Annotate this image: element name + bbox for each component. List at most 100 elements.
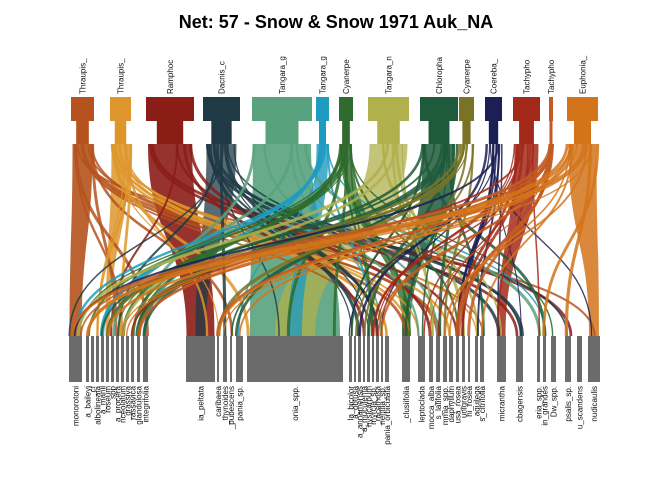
lower-species-bar [111,336,114,382]
lower-species-bar [577,336,582,382]
lower-species-label: monorotoni [72,386,81,426]
lower-level-bars [69,336,600,382]
lower-species-label: _pubescens [227,386,236,430]
higher-species-label: Dacnis_c [218,61,227,94]
species-labels: Thraupis_ Thraupis_ Ramphoc Dacnis_c Tangara… [72,55,600,445]
interaction-link [138,143,555,337]
lower-species-label: leptoclada [418,385,427,422]
lower-species-bar [537,336,540,382]
lower-species-label: ia_peltata [197,385,206,420]
interaction-link [222,143,593,337]
higher-species-label: Tangara_g [319,56,328,94]
interaction-link [86,143,585,337]
higher-species-label: Chloropha [435,57,444,94]
lower-species-bar [354,336,356,382]
lower-species-label: la_bicolor [347,386,356,421]
lower-species-label: s_latifolia [434,385,443,419]
lower-species-bar [96,336,99,382]
lower-species-label: roseum [104,386,113,413]
lower-species-bar [418,336,425,382]
lower-species-label: integrifolia [142,385,151,422]
lower-species-label: _cf [89,385,98,397]
lower-species-bar [429,336,433,382]
lower-species-bar [402,336,410,382]
lower-species-label: _aquilega [473,385,482,421]
lower-species-bar [358,336,361,382]
lower-species-label: albolineata [94,385,103,424]
lower-species-bar [223,336,227,382]
lower-species-label: a_annamensis [356,386,365,438]
lower-species-label: hi_rosea [465,385,474,416]
lower-species-bar [143,336,148,382]
lower-species-label: _racemosa [374,385,383,426]
interaction-link [217,143,572,337]
higher-species-label: Tachypho [547,59,556,94]
lower-species-label: in_grandes [541,386,550,426]
lower-species-bar [588,336,600,382]
lower-species-bar [121,336,124,382]
higher-species-bar [567,97,598,144]
lower-species-bar [385,336,389,382]
interaction-link [80,143,552,337]
lower-species-bar [372,336,374,382]
lower-species-bar [443,336,447,382]
interaction-link [112,143,220,337]
interaction-link [219,143,227,337]
interaction-link [226,143,522,337]
lower-species-bar [497,336,506,382]
lower-species-bar [480,336,484,382]
lower-species-bar [565,336,571,382]
higher-species-label: Thraupis_ [117,58,126,94]
lower-species-label: a_baileyi [84,386,93,418]
lower-species-bar [230,336,232,382]
lower-species-label: mmia_spp. [441,386,450,425]
lower-species-label: Dw_spp. [550,386,559,417]
lower-species-label: usa_rosea [454,385,463,423]
higher-level-bars [71,97,598,144]
higher-species-bar [459,97,474,144]
lower-species-label: eria_spp. [535,386,544,419]
lower-species-bar [247,336,343,382]
higher-species-bar [203,97,240,144]
higher-species-bar [110,97,131,144]
interaction-links [68,143,600,337]
interaction-link [443,143,474,337]
higher-species-label: Coereba_ [490,58,499,94]
lower-species-label: a_manii [99,386,108,414]
interaction-link [564,143,592,337]
lower-species-bar [475,336,478,382]
higher-species-bar [146,97,194,144]
lower-species-label: nentila_sp. [378,386,387,425]
lower-species-bar [131,336,134,382]
lower-species-bar [349,336,352,382]
lower-species-bar [436,336,440,382]
interaction-link [531,143,541,337]
lower-species-label: hysicarpum [365,386,374,427]
interaction-link [125,143,587,337]
lower-species-label: psalis_sp. [564,386,573,422]
lower-species-label: micrantha [498,385,507,421]
lower-species-bar [363,336,365,382]
interaction-link [100,143,436,337]
higher-species-label: Ramphoc [166,60,175,94]
higher-species-bar [252,97,312,144]
lower-species-label: daphyllum [447,386,456,423]
higher-species-label: Tangara_n [385,56,394,94]
lower-species-label: u_scandens [576,386,585,429]
interaction-link [80,143,374,337]
lower-species-bar [91,336,94,382]
interaction-link [349,143,554,337]
lower-species-label: a_procera [114,385,123,422]
higher-species-bar [549,97,553,144]
interaction-link [76,143,390,337]
lower-species-bar [462,336,465,382]
lower-species-bar [86,336,89,382]
interaction-link [87,143,348,337]
interaction-link [542,143,600,337]
lower-species-label: pania_orbiculata [383,385,392,444]
lower-species-bar [367,336,370,382]
lower-species-label: onia_spp. [291,386,300,421]
lower-species-bar [116,336,119,382]
lower-species-bar [186,336,215,382]
lower-species-label: a_muculenta [360,385,369,431]
